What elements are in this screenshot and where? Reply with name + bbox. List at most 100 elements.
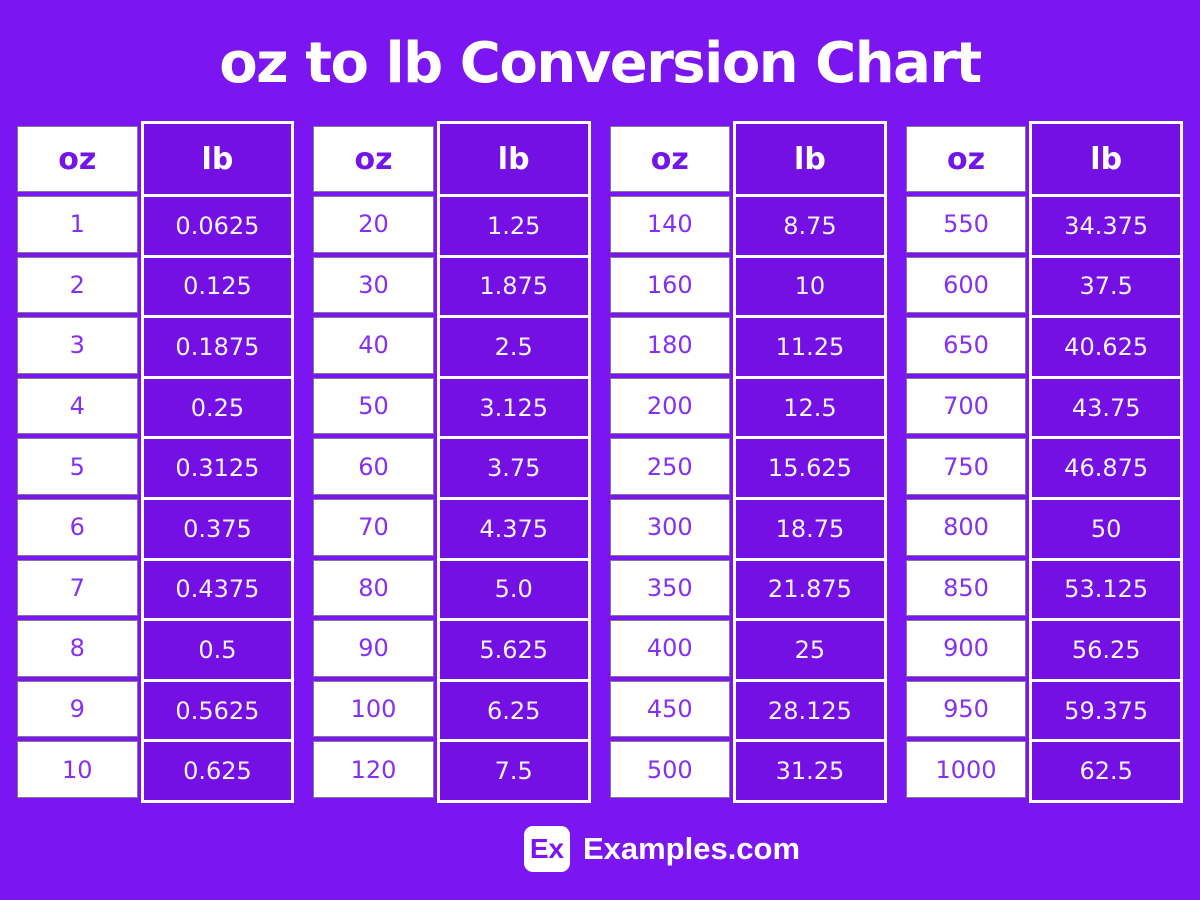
lb-value-cell: 31.25	[736, 742, 884, 800]
lb-value-cell: 0.625	[143, 742, 292, 800]
lb-value-cell: 0.5	[143, 621, 292, 679]
oz-value-cell: 120	[313, 741, 434, 798]
oz-value-cell: 9	[17, 680, 138, 738]
lb-column: lb 1.25 1.875 2.5 3.125 3.75 4.375 5.0 5.625 6.2…	[436, 121, 591, 803]
lb-value-cell: 56.25	[1032, 621, 1180, 679]
lb-value-cell: 15.625	[736, 439, 884, 497]
oz-column-header: oz	[17, 126, 138, 192]
oz-value-cell: 90	[313, 620, 434, 677]
lb-column-header: lb	[1032, 124, 1180, 194]
lb-column: lb 34.375 37.5 40.625 43.75 46.875 50 53.125 56…	[1029, 121, 1183, 803]
oz-value-cell: 160	[609, 256, 731, 314]
page-footer: Ex Examples.com	[0, 798, 1200, 900]
oz-column: oz 1 2 3 4 5 6 7 8 9 10	[17, 126, 138, 798]
oz-value-cell: 500	[609, 741, 731, 798]
conversion-table-3: oz 140 160 180 200 250 300 350 400 450 500 lb 8.7…	[609, 121, 887, 803]
oz-value-cell: 300	[609, 498, 731, 556]
oz-value-cell: 650	[905, 317, 1027, 374]
conversion-table-2: oz 20 30 40 50 60 70 80 90 100 120 lb 1.25 1.875 2.…	[313, 121, 591, 803]
lb-value-cell: 0.125	[143, 257, 292, 316]
oz-value-cell: 200	[609, 377, 731, 435]
oz-value-cell: 1	[17, 196, 138, 253]
oz-column: oz 550 600 650 700 750 800 850 900 950 1000	[905, 126, 1027, 798]
oz-column-header: oz	[609, 126, 731, 192]
lb-value-cell: 46.875	[1032, 439, 1180, 497]
lb-value-cell: 18.75	[736, 499, 884, 558]
lb-column-header: lb	[736, 124, 884, 194]
oz-value-cell: 7	[17, 559, 138, 617]
oz-value-cell: 70	[313, 498, 434, 556]
oz-value-cell: 6	[17, 498, 138, 556]
oz-value-cell: 850	[905, 559, 1027, 617]
oz-column: oz 20 30 40 50 60 70 80 90 100 120	[313, 126, 434, 798]
oz-value-cell: 10	[17, 741, 138, 798]
oz-value-cell: 3	[17, 317, 138, 374]
lb-value-cell: 43.75	[1032, 378, 1180, 437]
oz-value-cell: 350	[609, 559, 731, 617]
oz-column: oz 140 160 180 200 250 300 350 400 450 500	[609, 126, 731, 798]
examples-logo-badge: Ex	[523, 826, 570, 872]
oz-value-cell: 5	[17, 438, 138, 495]
oz-value-cell: 100	[313, 680, 434, 738]
oz-value-cell: 250	[609, 438, 731, 495]
oz-value-cell: 450	[609, 680, 731, 738]
lb-value-cell: 0.375	[143, 499, 292, 558]
oz-value-cell: 80	[313, 559, 434, 617]
lb-value-cell: 4.375	[439, 499, 588, 558]
lb-value-cell: 7.5	[439, 742, 588, 800]
lb-value-cell: 0.4375	[143, 560, 292, 619]
oz-value-cell: 30	[313, 256, 434, 314]
lb-column-header: lb	[439, 124, 588, 194]
page-header: oz to lb Conversion Chart	[0, 0, 1200, 126]
lb-value-cell: 11.25	[736, 318, 884, 376]
oz-value-cell: 800	[905, 498, 1027, 556]
lb-value-cell: 0.5625	[143, 681, 292, 740]
oz-value-cell: 4	[17, 377, 138, 435]
oz-value-cell: 60	[313, 438, 434, 495]
lb-value-cell: 50	[1032, 499, 1180, 558]
lb-value-cell: 0.3125	[143, 439, 292, 497]
lb-value-cell: 6.25	[439, 681, 588, 740]
oz-value-cell: 550	[905, 196, 1027, 253]
examples-logo[interactable]: Ex Examples.com	[523, 826, 801, 872]
lb-value-cell: 8.75	[736, 197, 884, 255]
lb-value-cell: 10	[736, 257, 884, 316]
oz-value-cell: 20	[313, 196, 434, 253]
oz-value-cell: 50	[313, 377, 434, 435]
lb-value-cell: 53.125	[1032, 560, 1180, 619]
lb-value-cell: 3.75	[439, 439, 588, 497]
lb-value-cell: 1.25	[439, 197, 588, 255]
oz-value-cell: 40	[313, 317, 434, 374]
lb-value-cell: 1.875	[439, 257, 588, 316]
examples-site-name: Examples.com	[582, 831, 801, 866]
oz-value-cell: 1000	[905, 741, 1027, 798]
lb-column: lb 0.0625 0.125 0.1875 0.25 0.3125 0.375 0.437…	[140, 121, 295, 803]
lb-value-cell: 21.875	[736, 560, 884, 619]
lb-column-header: lb	[143, 124, 292, 194]
conversion-tables-row: oz 1 2 3 4 5 6 7 8 9 10 lb 0.0625 0.125 0.1875 0.25 0…	[0, 121, 1200, 803]
oz-column-header: oz	[905, 126, 1027, 192]
lb-column: lb 8.75 10 11.25 12.5 15.625 18.75 21.875 25 28.…	[733, 121, 887, 803]
lb-value-cell: 37.5	[1032, 257, 1180, 316]
lb-value-cell: 34.375	[1032, 197, 1180, 255]
oz-value-cell: 700	[905, 377, 1027, 435]
lb-value-cell: 12.5	[736, 378, 884, 437]
lb-value-cell: 28.125	[736, 681, 884, 740]
oz-value-cell: 900	[905, 620, 1027, 677]
oz-column-header: oz	[313, 126, 434, 192]
oz-value-cell: 8	[17, 620, 138, 677]
lb-value-cell: 40.625	[1032, 318, 1180, 376]
lb-value-cell: 0.1875	[143, 318, 292, 376]
conversion-table-4: oz 550 600 650 700 750 800 850 900 950 1000 lb 34…	[905, 121, 1183, 803]
oz-value-cell: 400	[609, 620, 731, 677]
lb-value-cell: 25	[736, 621, 884, 679]
oz-value-cell: 180	[609, 317, 731, 374]
page-title: oz to lb Conversion Chart	[219, 30, 982, 96]
oz-value-cell: 2	[17, 256, 138, 314]
oz-value-cell: 750	[905, 438, 1027, 495]
lb-value-cell: 5.625	[439, 621, 588, 679]
lb-value-cell: 0.0625	[143, 197, 292, 255]
lb-value-cell: 59.375	[1032, 681, 1180, 740]
oz-value-cell: 600	[905, 256, 1027, 314]
lb-value-cell: 3.125	[439, 378, 588, 437]
